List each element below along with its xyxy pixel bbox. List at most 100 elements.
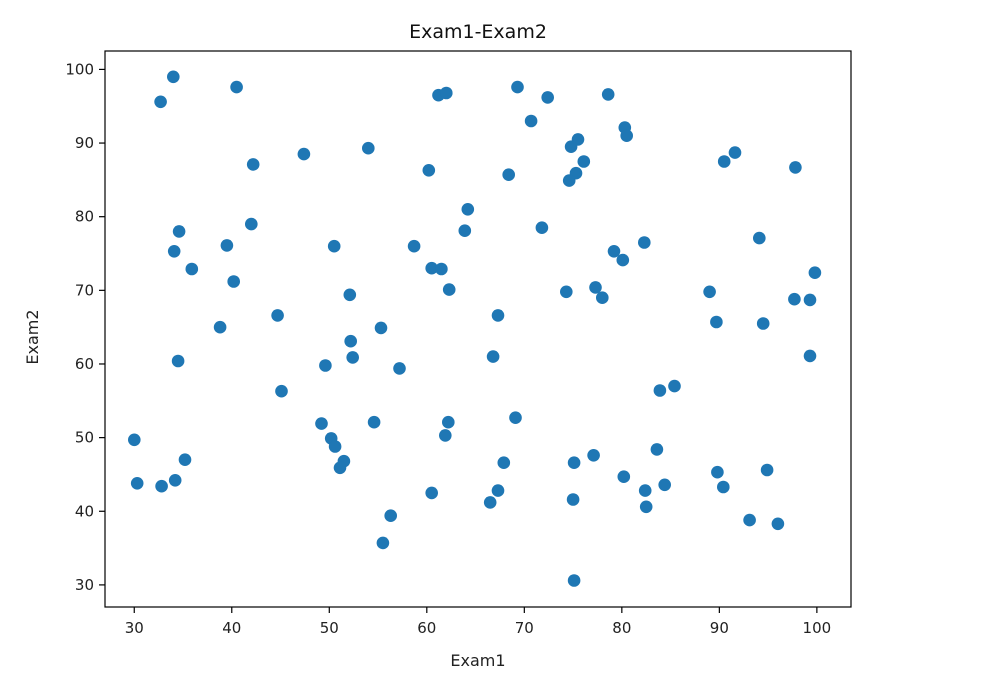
scatter-point xyxy=(425,261,439,275)
scatter-point xyxy=(328,440,342,453)
scatter-point xyxy=(384,509,398,522)
scatter-point xyxy=(439,429,452,442)
y-tick-label: 90 xyxy=(75,134,94,152)
x-axis-label: Exam1 xyxy=(450,651,505,670)
scatter-point xyxy=(668,379,681,393)
scatter-point xyxy=(343,288,357,302)
x-tick-label: 50 xyxy=(320,619,339,637)
scatter-point xyxy=(717,480,730,494)
scatter-point xyxy=(155,479,168,493)
scatter-point xyxy=(638,236,651,249)
scatter-point xyxy=(771,517,785,531)
scatter-point xyxy=(789,161,802,174)
y-tick-label: 70 xyxy=(75,281,94,299)
scatter-point xyxy=(607,245,621,258)
scatter-point xyxy=(220,239,234,252)
x-tick-label: 70 xyxy=(515,619,534,637)
scatter-point xyxy=(167,245,181,258)
scatter-point xyxy=(297,147,311,161)
scatter-point xyxy=(566,493,580,506)
scatter-point xyxy=(333,461,347,475)
scatter-point xyxy=(422,164,436,177)
scatter-point xyxy=(435,262,448,276)
scatter-point xyxy=(511,80,524,94)
scatter-point xyxy=(393,362,406,375)
x-tick-label: 30 xyxy=(125,619,144,637)
scatter-point xyxy=(620,129,633,142)
scatter-point xyxy=(524,114,538,128)
scatter-point xyxy=(227,275,240,288)
scatter-point xyxy=(245,217,258,231)
scatter-point xyxy=(562,174,576,187)
scatter-point xyxy=(728,146,742,159)
scatter-point xyxy=(168,474,182,487)
scatter-point xyxy=(541,91,554,104)
scatter-point xyxy=(560,285,573,299)
scatter-point xyxy=(172,225,186,238)
scatter-point xyxy=(638,484,652,497)
y-tick-label: 30 xyxy=(75,576,94,594)
scatter-point xyxy=(717,155,731,168)
x-tick-label: 90 xyxy=(710,619,729,637)
plot-area xyxy=(128,70,822,587)
scatter-point xyxy=(577,155,591,168)
chart-title: Exam1-Exam2 xyxy=(409,21,547,43)
scatter-point xyxy=(319,359,332,372)
scatter-point xyxy=(486,350,500,363)
scatter-point xyxy=(650,443,664,456)
scatter-point xyxy=(567,456,581,470)
scatter-point xyxy=(246,158,260,171)
scatter-point xyxy=(167,70,180,84)
scatter-point xyxy=(808,266,822,280)
scatter-point xyxy=(130,477,144,490)
scatter-point xyxy=(711,465,724,479)
y-tick-label: 80 xyxy=(75,208,94,226)
scatter-point xyxy=(213,320,227,334)
scatter-point xyxy=(658,478,671,492)
y-tick-label: 60 xyxy=(75,355,94,373)
scatter-point xyxy=(491,484,505,497)
scatter-point xyxy=(491,309,505,322)
scatter-point xyxy=(230,80,243,94)
scatter-point xyxy=(327,239,341,253)
scatter-point xyxy=(653,384,667,397)
scatter-point xyxy=(344,334,358,348)
scatter-point xyxy=(154,95,167,109)
x-tick-label: 100 xyxy=(803,619,832,637)
scatter-point xyxy=(803,293,817,307)
scatter-point xyxy=(535,221,549,234)
scatter-point xyxy=(483,496,497,509)
plot-frame xyxy=(104,50,852,608)
axes: 30 40 50 60 70 80 90 100 30 40 50 60 70 80 90 100 xyxy=(65,50,852,637)
scatter-point xyxy=(425,486,439,500)
scatter-point xyxy=(710,315,723,329)
scatter-point xyxy=(616,253,630,267)
scatter-point xyxy=(407,239,421,253)
scatter-point xyxy=(596,291,609,305)
scatter-point xyxy=(440,86,453,100)
scatter-point xyxy=(346,351,360,364)
y-axis-label: Exam2 xyxy=(23,309,42,364)
x-tick-label: 80 xyxy=(612,619,631,637)
scatter-point xyxy=(376,536,390,550)
scatter-point xyxy=(442,283,456,296)
y-tick-label: 50 xyxy=(75,429,94,447)
scatter-point xyxy=(374,321,388,335)
scatter-point xyxy=(178,453,192,467)
y-tick-label: 40 xyxy=(75,502,94,520)
scatter-point xyxy=(567,574,581,587)
scatter-point xyxy=(760,463,774,477)
scatter-point xyxy=(589,281,602,294)
scatter-point xyxy=(509,411,522,425)
scatter-point xyxy=(315,417,328,430)
scatter-point xyxy=(743,513,756,527)
scatter-point xyxy=(461,203,475,216)
y-tick-label: 100 xyxy=(65,60,94,78)
scatter-point xyxy=(275,384,288,398)
scatter-point xyxy=(367,415,381,429)
scatter-point xyxy=(362,141,375,155)
scatter-point xyxy=(753,231,766,245)
scatter-point xyxy=(185,262,199,276)
scatter-point xyxy=(442,415,455,429)
